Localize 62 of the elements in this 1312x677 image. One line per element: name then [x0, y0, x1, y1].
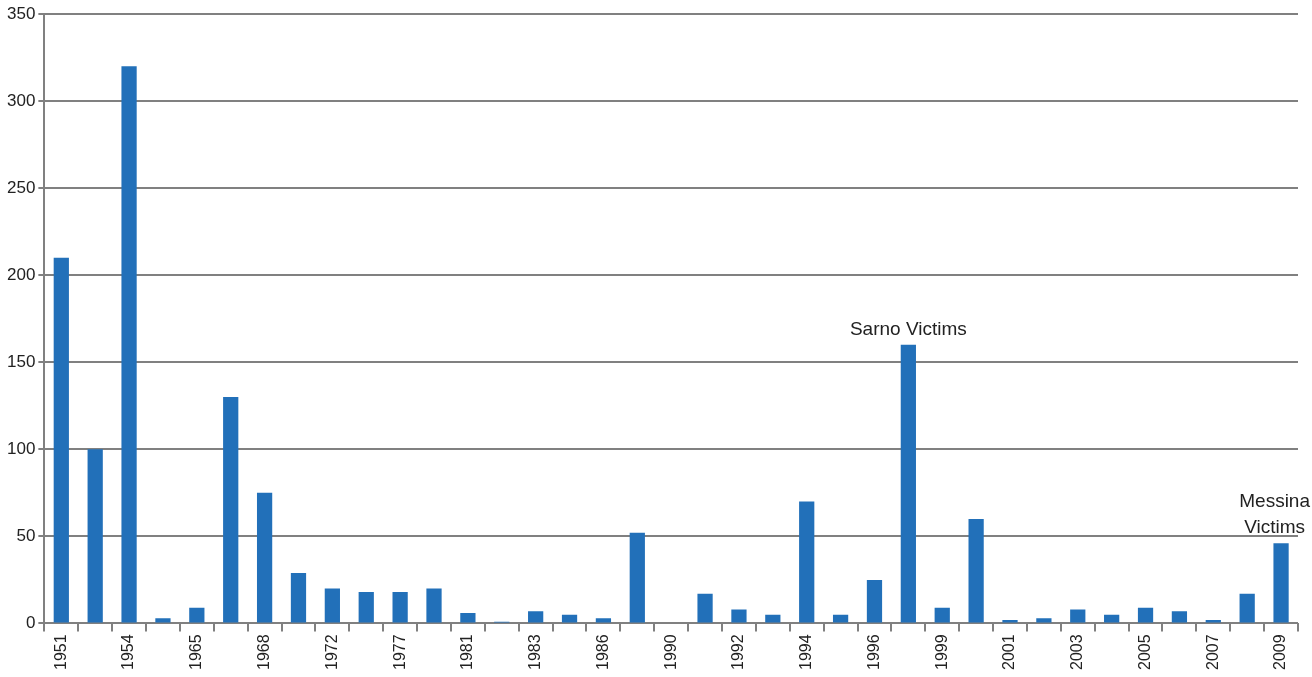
x-tick-label: 1965: [187, 634, 205, 670]
x-tick-label: 1996: [864, 634, 882, 670]
x-tick-label: 1986: [593, 634, 611, 670]
x-tick-label: 2005: [1135, 634, 1153, 670]
x-tick-label: 1992: [729, 634, 747, 670]
bar: [358, 592, 374, 623]
bar: [561, 614, 578, 623]
bar: [155, 618, 171, 623]
bar: [900, 344, 916, 623]
bar: [223, 397, 239, 623]
y-tick-label: 300: [6, 90, 36, 110]
y-tick-label: 150: [6, 351, 36, 371]
bar: [426, 588, 442, 623]
bar: [528, 611, 544, 623]
y-tick-label: 250: [6, 177, 36, 197]
bar: [1239, 593, 1255, 623]
bar: [934, 607, 950, 623]
y-tick-label: 0: [25, 613, 36, 633]
x-tick-label: 2007: [1203, 634, 1221, 670]
x-tick-label: 2009: [1271, 634, 1289, 670]
bar: [799, 501, 815, 623]
bar: [121, 66, 137, 623]
y-tick-label: 100: [6, 438, 36, 458]
x-tick-label: 1951: [51, 634, 69, 670]
x-tick-label: 1994: [797, 634, 815, 670]
bar: [1273, 543, 1289, 623]
annotation: Sarno Victims: [849, 317, 967, 339]
y-tick-label: 50: [16, 526, 36, 546]
x-tick-label: 1983: [526, 634, 544, 670]
bar: [324, 588, 340, 623]
bar: [189, 607, 205, 623]
x-tick-label: 1981: [458, 634, 476, 670]
y-tick-label: 350: [6, 3, 36, 23]
x-tick-label: 2003: [1068, 634, 1086, 670]
bar: [731, 609, 747, 623]
bar: [392, 592, 408, 623]
x-tick-label: 1999: [932, 634, 950, 670]
bar: [53, 257, 69, 623]
x-tick-label: 2001: [1000, 634, 1018, 670]
y-tick-label: 200: [6, 264, 36, 284]
annotation: Messina Victims: [1239, 490, 1311, 538]
bar: [1036, 618, 1052, 623]
bar: [290, 572, 307, 623]
bar: [1070, 609, 1086, 623]
bar: [256, 492, 273, 623]
x-tick-label: 1990: [661, 634, 679, 670]
bar: [460, 612, 476, 623]
bar: [866, 579, 883, 623]
bar: [765, 614, 781, 623]
x-tick-label: 1954: [119, 634, 137, 670]
bar: [832, 614, 849, 623]
bar: [629, 532, 645, 623]
bar: [697, 593, 713, 623]
bar: [1137, 607, 1154, 623]
bar: [1104, 614, 1120, 623]
x-tick-label: 1972: [322, 634, 340, 670]
x-tick-label: 1968: [255, 634, 272, 670]
bar: [87, 449, 103, 623]
bar: [1171, 611, 1188, 623]
bar: [968, 518, 984, 623]
x-tick-label: 1977: [390, 634, 408, 670]
bar: [595, 618, 612, 623]
